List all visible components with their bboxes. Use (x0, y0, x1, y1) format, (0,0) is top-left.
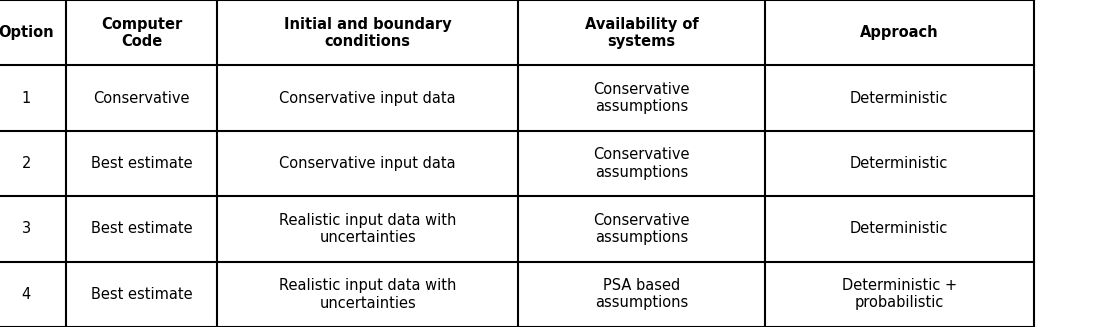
Text: Initial and boundary
conditions: Initial and boundary conditions (284, 16, 452, 49)
Text: Computer
Code: Computer Code (101, 16, 182, 49)
Text: 4: 4 (22, 287, 31, 302)
Text: Conservative: Conservative (93, 91, 190, 106)
Text: Deterministic +
probabilistic: Deterministic + probabilistic (842, 278, 957, 311)
Text: Conservative input data: Conservative input data (279, 156, 456, 171)
Text: 2: 2 (22, 156, 31, 171)
Text: Realistic input data with
uncertainties: Realistic input data with uncertainties (279, 278, 456, 311)
Text: Conservative input data: Conservative input data (279, 91, 456, 106)
Text: PSA based
assumptions: PSA based assumptions (595, 278, 688, 311)
Text: Realistic input data with
uncertainties: Realistic input data with uncertainties (279, 213, 456, 245)
Text: Conservative
assumptions: Conservative assumptions (593, 213, 690, 245)
Text: Conservative
assumptions: Conservative assumptions (593, 82, 690, 114)
Text: 3: 3 (22, 221, 31, 236)
Text: Best estimate: Best estimate (91, 156, 192, 171)
Text: Option: Option (0, 25, 54, 40)
Text: Approach: Approach (860, 25, 938, 40)
Text: Availability of
systems: Availability of systems (585, 16, 698, 49)
Text: 1: 1 (22, 91, 31, 106)
Text: Best estimate: Best estimate (91, 221, 192, 236)
Text: Deterministic: Deterministic (850, 156, 948, 171)
Text: Best estimate: Best estimate (91, 287, 192, 302)
Text: Deterministic: Deterministic (850, 91, 948, 106)
Text: Conservative
assumptions: Conservative assumptions (593, 147, 690, 180)
Text: Deterministic: Deterministic (850, 221, 948, 236)
